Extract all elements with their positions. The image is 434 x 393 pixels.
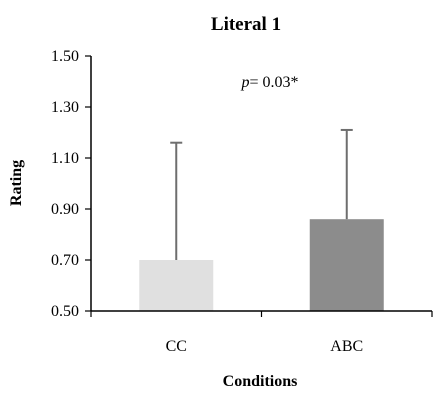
p-value-text: = 0.03* [249,74,298,91]
y-axis-label: Rating [8,160,25,206]
x-axis-label: Conditions [223,373,298,390]
y-tick-label: 1.30 [51,99,79,116]
x-tick-label-abc: ABC [330,338,363,355]
y-tick-label: 1.10 [51,150,79,167]
p-value-annotation: p= 0.03* [240,74,298,91]
y-tick-label: 1.50 [51,48,79,65]
bar-cc [139,260,214,311]
y-tick-label: 0.70 [51,252,79,269]
y-tick-label: 0.50 [51,303,79,320]
p-symbol: p [240,74,249,91]
y-tick-label: 0.90 [51,201,79,218]
chart-title: Literal 1 [211,14,281,35]
x-tick-label-cc: CC [166,338,187,355]
bar-abc [309,219,384,311]
